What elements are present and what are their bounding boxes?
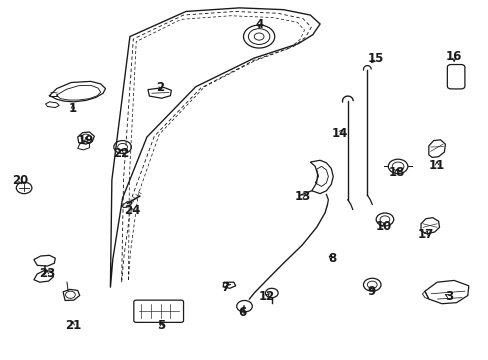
Text: 18: 18 — [387, 166, 404, 179]
Text: 2: 2 — [156, 81, 164, 94]
Text: 15: 15 — [367, 51, 384, 64]
Text: 4: 4 — [254, 18, 263, 31]
Text: 6: 6 — [238, 306, 245, 319]
Text: 5: 5 — [157, 319, 165, 332]
Text: 24: 24 — [124, 204, 140, 217]
Text: 9: 9 — [366, 285, 375, 298]
Text: 11: 11 — [428, 159, 444, 172]
Text: 20: 20 — [12, 174, 28, 187]
Text: 12: 12 — [258, 290, 274, 303]
Text: 17: 17 — [417, 228, 433, 241]
Text: 1: 1 — [69, 103, 77, 116]
Text: 21: 21 — [64, 319, 81, 332]
Text: 8: 8 — [327, 252, 336, 265]
Text: 23: 23 — [39, 267, 55, 280]
Text: 19: 19 — [78, 134, 94, 147]
Text: 13: 13 — [294, 190, 310, 203]
Text: 10: 10 — [375, 220, 391, 233]
Text: 7: 7 — [221, 281, 228, 294]
Text: 3: 3 — [444, 290, 452, 303]
Text: 16: 16 — [445, 50, 462, 63]
Text: 22: 22 — [113, 147, 129, 159]
Text: 14: 14 — [331, 127, 347, 140]
